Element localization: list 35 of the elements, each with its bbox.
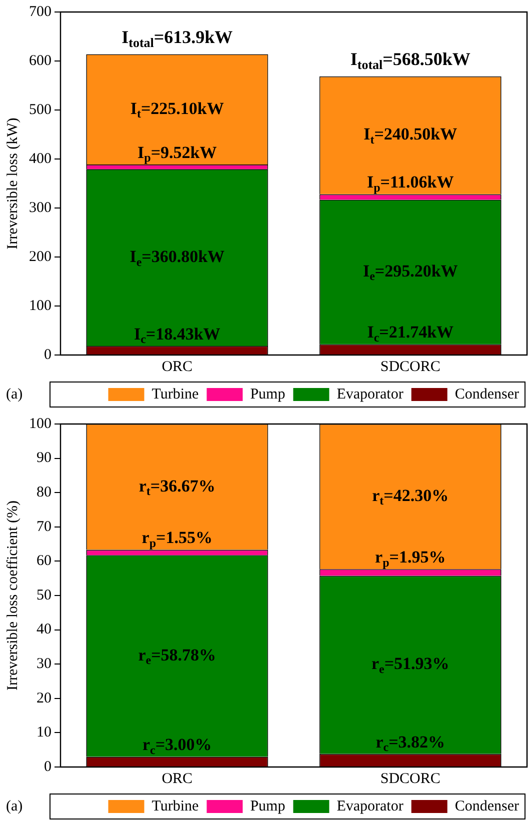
text: (a) — [6, 798, 23, 814]
x-tick-label: ORC — [162, 770, 193, 787]
y-tick-label: 60 — [36, 553, 52, 570]
x-tick-label: SDCORC — [380, 770, 440, 787]
y-tick-label: 70 — [36, 518, 52, 535]
y-tick-label: 20 — [36, 690, 52, 706]
y-tick-label: 0 — [44, 758, 52, 775]
y-tick-label: 500 — [29, 102, 52, 118]
y-axis-title: Irreversible loss coefficient (%) — [4, 500, 21, 691]
text: (a) — [6, 386, 23, 402]
legend-label: Evaporator — [336, 798, 404, 814]
x-tick-label: SDCORC — [380, 358, 440, 375]
legend-label: Evaporator — [336, 386, 404, 402]
y-tick-label: 90 — [36, 450, 52, 466]
legend-label: Condenser — [454, 798, 520, 814]
y-tick-label: 50 — [36, 587, 52, 604]
y-tick-label: 80 — [36, 484, 52, 501]
y-axis-title: Irreversible loss (kW) — [4, 118, 21, 250]
y-tick-label: 300 — [29, 200, 52, 216]
y-tick-label: 40 — [36, 622, 52, 638]
y-tick-label: 200 — [29, 248, 52, 265]
y-tick-label: 0 — [44, 346, 52, 363]
y-tick-label: 30 — [36, 656, 52, 672]
legend-label: Condenser — [454, 386, 520, 402]
y-tick-label: 100 — [29, 416, 52, 432]
y-tick-label: 10 — [36, 724, 52, 741]
legend-label: Pump — [250, 798, 286, 814]
y-tick-label: 400 — [29, 150, 52, 167]
legend-label: Turbine — [152, 386, 200, 402]
y-tick-label: 100 — [29, 298, 52, 314]
y-tick-label: 600 — [29, 52, 52, 69]
legend-label: Turbine — [152, 798, 200, 814]
y-tick-label: 700 — [29, 4, 52, 20]
legend-label: Pump — [250, 386, 286, 402]
x-tick-label: ORC — [162, 358, 193, 375]
